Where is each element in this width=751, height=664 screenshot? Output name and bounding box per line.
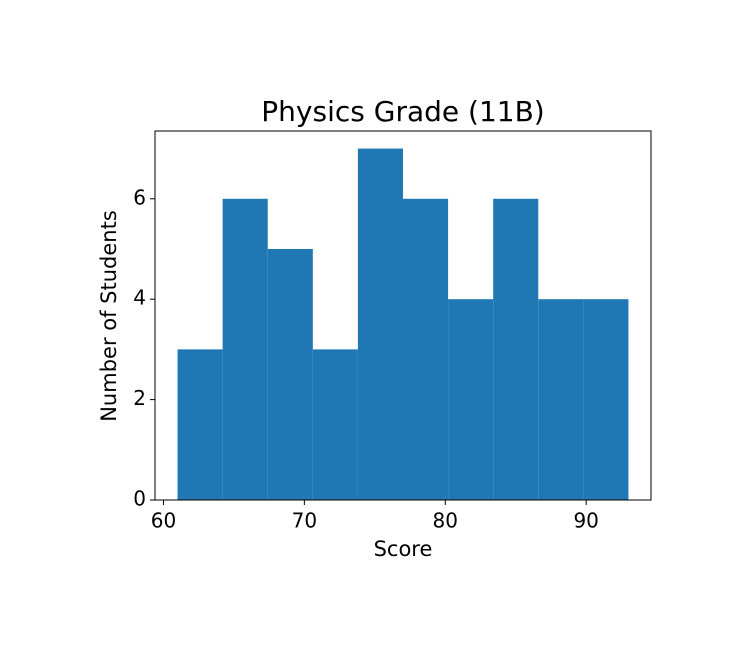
- bar: [448, 299, 494, 500]
- x-tick-label: 90: [573, 509, 598, 533]
- plot-frame: [154, 130, 652, 501]
- bar: [538, 299, 584, 500]
- bar: [583, 299, 629, 500]
- bar: [312, 349, 358, 500]
- y-tick-label: 4: [133, 286, 146, 310]
- chart-title: Physics Grade (11B): [261, 95, 544, 128]
- y-tick-label: 6: [133, 185, 146, 209]
- x-tick-label: 80: [433, 509, 458, 533]
- bar: [177, 349, 223, 500]
- x-tick-label: 70: [292, 509, 317, 533]
- bar: [357, 148, 403, 501]
- bar: [222, 198, 268, 500]
- bar: [267, 248, 313, 500]
- x-tick-label: 60: [151, 509, 176, 533]
- bar: [493, 198, 539, 500]
- bar: [403, 198, 449, 500]
- y-tick-label: 0: [133, 487, 146, 511]
- x-axis-label: Score: [374, 537, 433, 561]
- y-tick-label: 2: [133, 386, 146, 410]
- y-axis-label: Number of Students: [97, 210, 121, 422]
